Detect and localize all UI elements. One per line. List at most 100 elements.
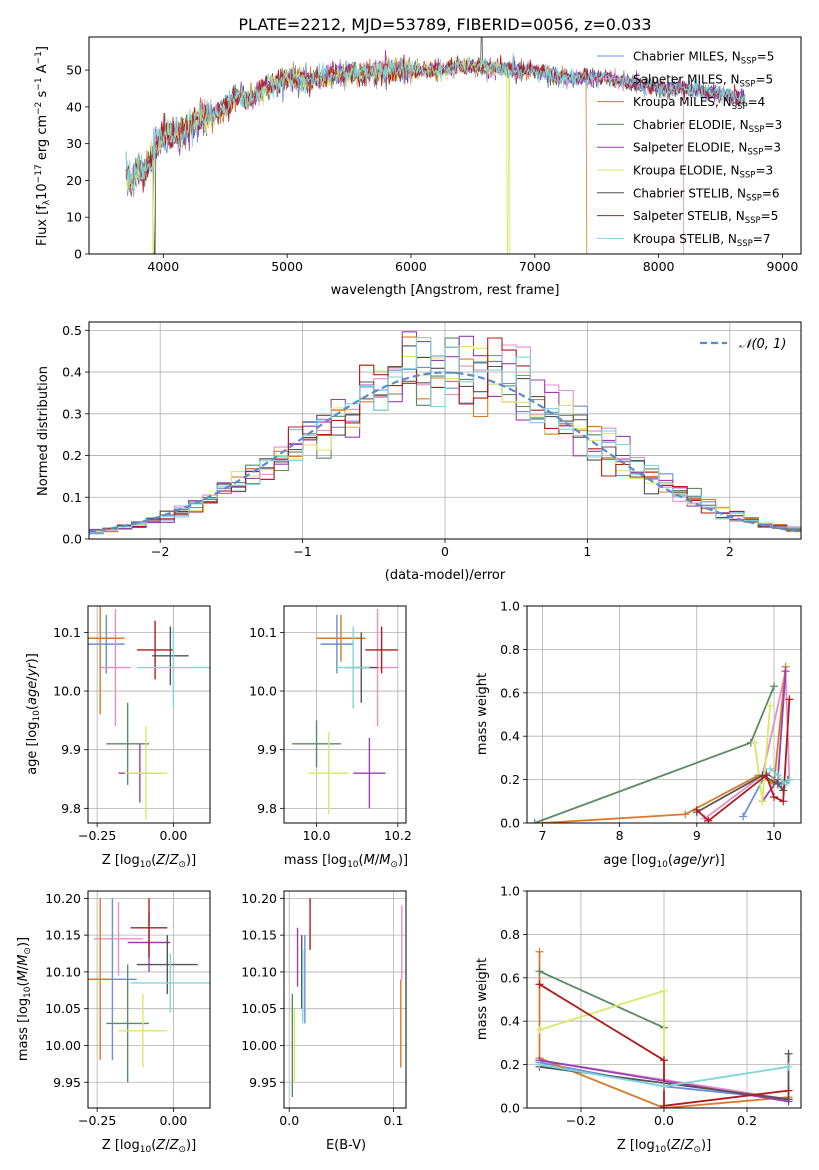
histogram-step [89, 336, 801, 535]
weight-line [539, 970, 665, 1029]
x-tick-label: 0 [441, 544, 449, 559]
x-tick-label: 0.00 [159, 1113, 187, 1128]
axes-frame [526, 605, 802, 824]
y-tick-label: 10.10 [45, 964, 81, 979]
x-tick-label: −0.2 [566, 1113, 596, 1128]
y-tick-label: 10.1 [249, 625, 277, 640]
axes-mass-vs-ebv: 0.0 0.1 9.95 10.00 10.05 10.10 10.15 10.20 [241, 890, 407, 1128]
axes-age-vs-mass: 10.0 10.2 9.8 9.9 10.0 10.1 [249, 605, 412, 843]
x-tick-label: 0.1 [384, 1113, 404, 1128]
y-tick-label: 10.1 [53, 625, 81, 640]
y-tick-label: 0.1 [62, 490, 82, 505]
x-tick-label: 0.2 [737, 1113, 757, 1128]
legend-label: Salpeter STELIB, NSSP=5 [633, 209, 778, 226]
y-tick-label: 50 [66, 63, 82, 78]
y-tick-label: 0.2 [500, 772, 520, 787]
x-tick-label: −0.25 [78, 1113, 116, 1128]
axes-age-vs-Z: −0.25 0.00 9.8 9.9 10.0 10.1 [53, 605, 211, 843]
axes-massweight-vs-Z: −0.2 0.0 0.2 0.0 0.2 0.4 0.6 0.8 1.0 [500, 884, 802, 1128]
normal-curve [89, 371, 801, 533]
y-tick-label: 10.15 [241, 928, 277, 943]
x-tick-label: 8 [616, 828, 624, 843]
legend-label: Kroupa MILES, NSSP=4 [633, 95, 765, 112]
legend-label: Chabrier STELIB, NSSP=6 [633, 186, 780, 203]
spectrum-line [125, 55, 588, 254]
ylabel-mass: mass [log10(M/M⊙)] [16, 937, 33, 1061]
y-tick-label: 10.00 [241, 1038, 277, 1053]
y-tick-label: 10.15 [45, 928, 81, 943]
y-tick-label: 0.8 [500, 642, 520, 657]
legend-label: Salpeter ELODIE, NSSP=3 [633, 141, 781, 158]
y-tick-label: 10.0 [249, 684, 277, 699]
y-tick-label: 9.8 [61, 801, 81, 816]
axes-spectrum: 4000 5000 6000 7000 8000 9000 0 10 20 30 40 50 [66, 36, 802, 274]
axes-mass-vs-Z: −0.25 0.00 9.95 10.00 10.05 10.10 10.15 10.20 [45, 890, 211, 1128]
plot-area-mass-vs-ebv [291, 898, 403, 1097]
axes-frame [283, 890, 407, 1109]
weight-line [769, 768, 791, 786]
legend-label: Kroupa STELIB, NSSP=7 [633, 232, 771, 249]
y-tick-label: 30 [66, 136, 82, 151]
ylabel-massweight: mass weight [475, 673, 490, 755]
y-tick-label: 10.20 [45, 891, 81, 906]
xlabel-Z: Z [log10(Z/Z⊙)] [617, 1138, 711, 1155]
spectrum-xlabel: wavelength [Angstrom, rest frame] [331, 283, 560, 298]
y-tick-label: 0.4 [62, 365, 82, 380]
axes-frame [87, 890, 211, 1109]
legend-label: Salpeter MILES, NSSP=5 [633, 72, 773, 89]
y-tick-label: 10.05 [241, 1001, 277, 1016]
y-tick-label: 9.95 [249, 1075, 277, 1090]
histogram-ylabel: Normed distribution [36, 366, 51, 496]
x-tick-label: 0.0 [654, 1113, 674, 1128]
y-tick-label: 0.8 [500, 927, 520, 942]
axes-frame [88, 36, 802, 255]
y-tick-label: 0.0 [500, 816, 520, 831]
y-tick-label: 1.0 [500, 884, 520, 899]
xlabel-Z: Z [log10(Z/Z⊙)] [102, 853, 196, 870]
plot-area-massweight-vs-age [530, 662, 794, 823]
axes-residual-histogram: −2 −1 0 1 2 0.0 0.1 0.2 0.3 0.4 0.5 [62, 321, 802, 559]
x-tick-label: 2 [726, 544, 734, 559]
spectrum-line [125, 57, 684, 254]
plot-area-spectrum [125, 37, 746, 254]
y-tick-label: 0.2 [500, 1057, 520, 1072]
weight-line [538, 951, 789, 1108]
x-tick-label: 8000 [643, 259, 675, 274]
y-tick-label: 0.6 [500, 970, 520, 985]
weight-line [542, 666, 787, 823]
xlabel-age: age [log10(age/yr)] [603, 853, 725, 870]
x-tick-label: −1 [293, 544, 311, 559]
y-tick-label: 1.0 [500, 599, 520, 614]
y-tick-label: 9.9 [257, 742, 277, 757]
figure-title: PLATE=2212, MJD=53789, FIBERID=0056, z=0… [238, 15, 651, 34]
x-tick-label: 0.00 [159, 828, 187, 843]
plot-area-massweight-vs-Z [535, 947, 793, 1108]
x-tick-label: 10.2 [384, 828, 412, 843]
y-tick-label: 10.0 [53, 684, 81, 699]
y-tick-label: 20 [66, 173, 82, 188]
x-tick-label: 6000 [395, 259, 427, 274]
xlabel-mass: mass [log10(M/M⊙)] [284, 853, 408, 870]
x-tick-label: −2 [151, 544, 169, 559]
x-tick-label: 0.0 [279, 1113, 299, 1128]
y-tick-label: 10.05 [45, 1001, 81, 1016]
ylabel-age: age [log10(age/yr)] [25, 653, 42, 775]
y-tick-label: 40 [66, 99, 82, 114]
x-tick-label: 5000 [271, 259, 303, 274]
y-tick-label: 0.6 [500, 685, 520, 700]
y-tick-label: 10.00 [45, 1038, 81, 1053]
y-tick-label: 0.2 [62, 448, 82, 463]
legend-label: Kroupa ELODIE, NSSP=3 [633, 164, 773, 181]
y-tick-label: 0.3 [62, 406, 82, 421]
xlabel-ebv: E(B-V) [326, 1138, 366, 1153]
x-tick-label: −0.25 [78, 828, 116, 843]
x-tick-label: 4000 [147, 259, 179, 274]
ylabel-massweight: mass weight [475, 958, 490, 1040]
y-tick-label: 0 [74, 247, 82, 262]
x-tick-label: 10.0 [303, 828, 331, 843]
plot-area-mass-vs-Z [88, 898, 210, 1083]
axes-massweight-vs-age: 7 8 9 10 0.0 0.2 0.4 0.6 0.8 1.0 [500, 599, 802, 843]
legend-label: Chabrier MILES, NSSP=5 [633, 50, 774, 67]
y-tick-label: 0.4 [500, 729, 520, 744]
x-tick-label: 7 [538, 828, 546, 843]
